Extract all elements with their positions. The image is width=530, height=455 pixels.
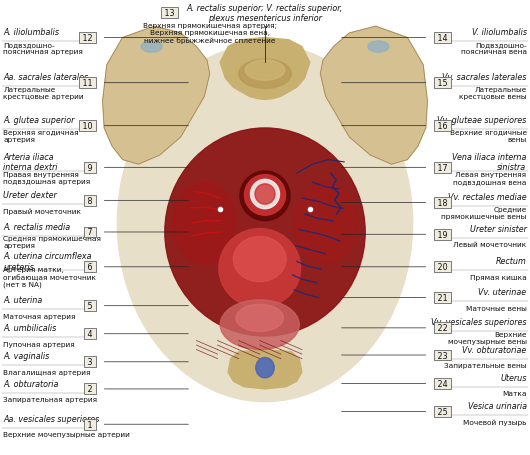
Text: A. vaginalis: A. vaginalis	[4, 352, 50, 361]
Polygon shape	[320, 27, 427, 165]
Text: Прямая кишка: Прямая кишка	[470, 274, 526, 280]
Text: 23: 23	[435, 351, 450, 360]
Ellipse shape	[368, 42, 389, 53]
Text: Rectum: Rectum	[496, 257, 526, 266]
Ellipse shape	[219, 229, 301, 308]
Text: Vv. uterinae: Vv. uterinae	[479, 288, 526, 297]
Text: Vv. vesicales superiores: Vv. vesicales superiores	[431, 318, 526, 327]
Text: 4: 4	[85, 329, 95, 339]
Text: Артерия матки,
огибающая мочеточник
(нет в NA): Артерия матки, огибающая мочеточник (нет…	[4, 267, 96, 288]
Text: 8: 8	[85, 197, 95, 205]
Text: Запирательные вены: Запирательные вены	[444, 362, 526, 368]
Text: Vena iliaca interna
sinistra: Vena iliaca interna sinistra	[452, 152, 526, 172]
Text: Средние
прямокишечные вены: Средние прямокишечные вены	[441, 207, 526, 220]
Text: 16: 16	[435, 122, 450, 131]
Polygon shape	[103, 27, 210, 165]
Text: A. iliolumbalis: A. iliolumbalis	[4, 28, 59, 37]
Text: Aa. vesicales superiores: Aa. vesicales superiores	[4, 414, 100, 423]
Ellipse shape	[238, 60, 292, 89]
Text: 14: 14	[435, 34, 450, 43]
Text: Запирательная артерия: Запирательная артерия	[4, 396, 98, 402]
Text: Латеральные
крестцовые артерии: Латеральные крестцовые артерии	[4, 87, 84, 100]
Text: Vv. sacrales laterales: Vv. sacrales laterales	[442, 73, 526, 82]
Text: 17: 17	[435, 163, 450, 172]
Text: Верхняя ягодичная
артерия: Верхняя ягодичная артерия	[4, 130, 79, 143]
Text: Верхняя прямокишечная артерия;
Верхняя прямокишечная вена,
нижнее брыжжейчное сп: Верхняя прямокишечная артерия; Верхняя п…	[143, 23, 277, 45]
Text: Верхние
мочепузырные вены: Верхние мочепузырные вены	[447, 332, 526, 344]
Text: Средняя прямокишечная
артерия: Средняя прямокишечная артерия	[4, 236, 102, 249]
Text: Левый мочеточник: Левый мочеточник	[453, 242, 526, 248]
Text: A. obturatoria: A. obturatoria	[4, 379, 59, 388]
Text: A. uterina circumflexa
ureteris: A. uterina circumflexa ureteris	[4, 252, 92, 271]
Ellipse shape	[256, 358, 274, 378]
Ellipse shape	[294, 183, 357, 264]
Text: 15: 15	[435, 79, 450, 88]
Text: 18: 18	[435, 199, 450, 207]
Ellipse shape	[117, 45, 413, 402]
Text: 7: 7	[85, 228, 95, 237]
Text: Vv. rectales mediae: Vv. rectales mediae	[448, 193, 526, 202]
Text: A. uterina: A. uterina	[4, 296, 43, 305]
Text: Маточные вены: Маточные вены	[466, 305, 526, 311]
Ellipse shape	[255, 184, 275, 205]
Text: 11: 11	[80, 79, 95, 88]
Text: Ureter sinister: Ureter sinister	[470, 224, 526, 233]
Text: Vesica urinaria: Vesica urinaria	[467, 401, 526, 410]
Ellipse shape	[233, 237, 286, 282]
Text: Правая внутренняя
подвздошная артерия: Правая внутренняя подвздошная артерия	[4, 172, 91, 184]
Text: 24: 24	[435, 379, 450, 388]
Ellipse shape	[220, 300, 299, 350]
Text: 10: 10	[80, 122, 95, 131]
Ellipse shape	[251, 180, 279, 209]
Text: Левая внутренняя
подвздошная вена: Левая внутренняя подвздошная вена	[453, 172, 526, 184]
Ellipse shape	[236, 305, 284, 332]
Text: Матка: Матка	[502, 390, 526, 397]
Text: V. iliolumbalis: V. iliolumbalis	[472, 28, 526, 37]
Text: 5: 5	[85, 302, 95, 310]
Text: A. umbilicalis: A. umbilicalis	[4, 324, 57, 333]
Text: 19: 19	[435, 230, 450, 239]
Text: 12: 12	[80, 34, 95, 43]
Text: 13: 13	[162, 9, 176, 18]
Text: Aa. sacrales laterales: Aa. sacrales laterales	[4, 73, 89, 82]
Polygon shape	[228, 350, 302, 389]
Text: 2: 2	[85, 384, 95, 394]
Ellipse shape	[173, 183, 236, 264]
Text: Латеральные
крестцовые вены: Латеральные крестцовые вены	[459, 87, 526, 100]
Text: Мочевой пузырь: Мочевой пузырь	[463, 418, 526, 425]
Text: Ureter dexter: Ureter dexter	[4, 191, 57, 199]
Ellipse shape	[240, 172, 290, 221]
Text: Arteria iliaca
interna dextri: Arteria iliaca interna dextri	[4, 152, 58, 172]
Text: 9: 9	[85, 163, 95, 172]
Text: A. glutea superior: A. glutea superior	[4, 116, 75, 125]
Text: 22: 22	[435, 324, 450, 333]
Text: 6: 6	[85, 263, 95, 272]
Ellipse shape	[244, 175, 286, 216]
Text: 25: 25	[435, 407, 450, 416]
Text: Uterus: Uterus	[500, 373, 526, 382]
Polygon shape	[220, 38, 310, 100]
Text: Подвздошно-
поясничная вена: Подвздошно- поясничная вена	[461, 42, 526, 55]
Text: A. rectalis media: A. rectalis media	[4, 222, 70, 231]
Text: A. rectalis superior; V. rectalis superior,
plexus mesentericus inferior: A. rectalis superior; V. rectalis superi…	[187, 4, 343, 23]
Ellipse shape	[245, 61, 285, 81]
Text: 21: 21	[435, 293, 450, 303]
Text: Верхние мочепузырные артерии: Верхние мочепузырные артерии	[4, 431, 130, 437]
Text: Vv. gluteae superiores: Vv. gluteae superiores	[437, 116, 526, 125]
Text: Верхние ягодичные
вены: Верхние ягодичные вены	[449, 130, 526, 143]
Text: 3: 3	[85, 358, 95, 366]
Text: Влагалищная артерия: Влагалищная артерия	[4, 369, 91, 375]
Text: Маточная артерия: Маточная артерия	[4, 313, 76, 319]
Text: Правый мочеточник: Правый мочеточник	[4, 207, 82, 214]
Text: Vv. obturatoriae: Vv. obturatoriae	[462, 345, 526, 354]
Text: Пупочная артерия: Пупочная артерия	[4, 341, 75, 347]
Text: 20: 20	[435, 263, 450, 272]
Text: 1: 1	[85, 420, 95, 429]
Text: Подвздошно-
поясничная артерия: Подвздошно- поясничная артерия	[4, 42, 83, 55]
Ellipse shape	[165, 129, 365, 336]
Ellipse shape	[141, 42, 162, 53]
